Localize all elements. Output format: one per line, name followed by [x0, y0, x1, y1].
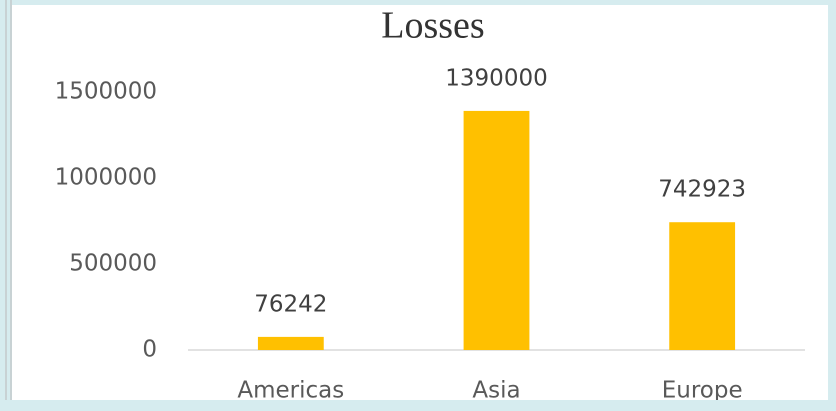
- plot: 0 500000 1000000 1500000 Americas 76242 Asia 13…: [55, 65, 805, 404]
- x-tick-label: Americas: [237, 378, 344, 404]
- y-tick-label: 1500000: [55, 79, 157, 105]
- chart-title: Losses: [381, 5, 484, 47]
- bottom-strip: [0, 400, 836, 411]
- bar: [257, 336, 324, 350]
- data-label: 1390000: [445, 65, 547, 91]
- bar: [669, 222, 736, 350]
- data-label: 742923: [658, 177, 746, 203]
- x-tick-label: Asia: [472, 378, 520, 404]
- y-tick-label: 1000000: [55, 165, 157, 191]
- data-label: 76242: [254, 291, 327, 317]
- y-tick-label: 0: [142, 337, 157, 363]
- x-tick-label: Europe: [662, 378, 743, 404]
- y-tick-label: 500000: [69, 251, 157, 277]
- bar: [463, 110, 530, 350]
